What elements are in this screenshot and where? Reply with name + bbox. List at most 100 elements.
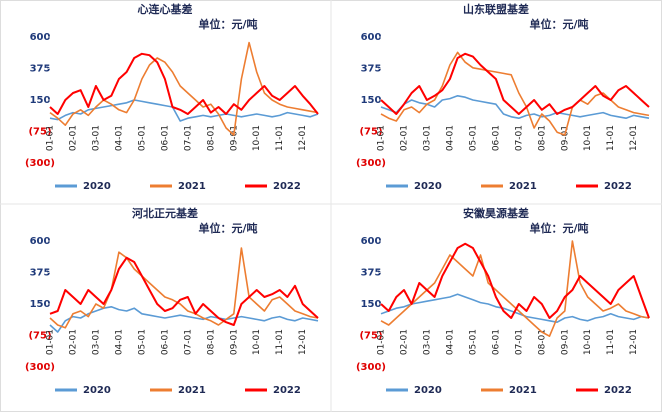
x-tick-label: 01-01 (46, 125, 56, 151)
series-line (49, 41, 319, 136)
legend-label: 2021 (178, 181, 206, 192)
y-tick-label: 375 (361, 268, 382, 279)
x-tick-label: 03-01 (91, 329, 101, 355)
y-tick-label: 375 (361, 64, 382, 75)
x-tick-label: 04-01 (114, 329, 124, 355)
legend-label: 2020 (83, 385, 111, 396)
series-line (380, 240, 650, 337)
y-tick-label: (300) (356, 158, 386, 169)
legend-label: 2020 (414, 181, 442, 192)
y-tick-label: (300) (356, 362, 386, 373)
y-tick-label: (75) (28, 127, 51, 138)
x-tick-label: 05-01 (468, 125, 478, 151)
x-tick-label: 07-01 (183, 329, 193, 355)
x-tick-label: 04-01 (445, 329, 455, 355)
x-tick-label: 09-01 (560, 329, 570, 355)
y-tick-label: 375 (30, 268, 51, 279)
legend-label: 2021 (509, 385, 537, 396)
unit-label: 单位：元/吨 (198, 17, 257, 31)
legend-label: 2021 (178, 385, 206, 396)
series-line (380, 51, 650, 136)
x-tick-label: 11-01 (606, 125, 616, 151)
chart-title: 心连心基差 (138, 2, 193, 16)
x-tick-label: 01-01 (377, 125, 387, 151)
series-line (49, 306, 319, 333)
x-tick-label: 05-01 (468, 329, 478, 355)
series-line (49, 52, 319, 115)
x-tick-label: 10-01 (252, 125, 262, 151)
series-line (380, 242, 650, 319)
series-line (49, 247, 319, 329)
y-tick-label: (75) (28, 331, 51, 342)
y-tick-label: 375 (30, 64, 51, 75)
x-tick-label: 03-01 (91, 125, 101, 151)
x-tick-label: 10-01 (583, 329, 593, 355)
x-tick-label: 09-01 (229, 125, 239, 151)
x-tick-label: 12-01 (629, 329, 639, 355)
unit-label: 单位：元/吨 (529, 17, 588, 31)
y-tick-label: 150 (361, 299, 382, 310)
y-tick-label: (300) (25, 158, 55, 169)
x-tick-label: 12-01 (298, 125, 308, 151)
x-tick-label: 02-01 (399, 125, 409, 151)
x-tick-label: 08-01 (206, 125, 216, 151)
y-tick-label: 600 (361, 236, 382, 247)
x-tick-label: 02-01 (399, 329, 409, 355)
x-tick-label: 05-01 (137, 329, 147, 355)
unit-label: 单位：元/吨 (529, 221, 588, 235)
x-tick-label: 08-01 (537, 125, 547, 151)
y-tick-label: 150 (30, 299, 51, 310)
x-tick-label: 11-01 (275, 125, 285, 151)
x-tick-label: 12-01 (298, 329, 308, 355)
series-line (380, 52, 650, 115)
x-tick-label: 06-01 (160, 125, 170, 151)
y-tick-label: (300) (25, 362, 55, 373)
x-tick-label: 06-01 (491, 329, 501, 355)
x-tick-label: 03-01 (422, 125, 432, 151)
x-tick-label: 08-01 (206, 329, 216, 355)
legend-label: 2020 (83, 181, 111, 192)
chart-title: 山东联盟基差 (463, 2, 529, 16)
x-tick-label: 02-01 (68, 329, 78, 355)
x-tick-label: 06-01 (160, 329, 170, 355)
x-tick-label: 09-01 (229, 329, 239, 355)
x-tick-label: 01-01 (46, 329, 56, 355)
series-line (49, 256, 319, 326)
y-tick-label: (75) (359, 127, 382, 138)
x-tick-label: 07-01 (514, 125, 524, 151)
x-tick-label: 06-01 (491, 125, 501, 151)
x-tick-label: 10-01 (583, 125, 593, 151)
legend-label: 2022 (273, 385, 301, 396)
x-tick-label: 07-01 (183, 125, 193, 151)
series-line (380, 95, 650, 119)
y-tick-label: 600 (361, 32, 382, 43)
x-tick-label: 12-01 (629, 125, 639, 151)
chart-title: 安徽昊源基差 (463, 206, 529, 220)
chart-title: 河北正元基差 (132, 206, 198, 220)
legend-label: 2020 (414, 385, 442, 396)
y-tick-label: 150 (361, 95, 382, 106)
x-tick-label: 04-01 (445, 125, 455, 151)
legend-label: 2022 (604, 385, 632, 396)
x-tick-label: 01-01 (377, 329, 387, 355)
x-tick-label: 03-01 (422, 329, 432, 355)
legend-label: 2021 (509, 181, 537, 192)
unit-label: 单位：元/吨 (198, 221, 257, 235)
x-tick-label: 11-01 (606, 329, 616, 355)
x-tick-label: 05-01 (137, 125, 147, 151)
y-tick-label: (75) (359, 331, 382, 342)
x-tick-label: 07-01 (514, 329, 524, 355)
x-tick-label: 11-01 (275, 329, 285, 355)
y-tick-label: 600 (30, 32, 51, 43)
x-tick-label: 10-01 (252, 329, 262, 355)
y-tick-label: 600 (30, 236, 51, 247)
x-tick-label: 09-01 (560, 125, 570, 151)
x-tick-label: 04-01 (114, 125, 124, 151)
legend-label: 2022 (604, 181, 632, 192)
x-tick-label: 08-01 (537, 329, 547, 355)
